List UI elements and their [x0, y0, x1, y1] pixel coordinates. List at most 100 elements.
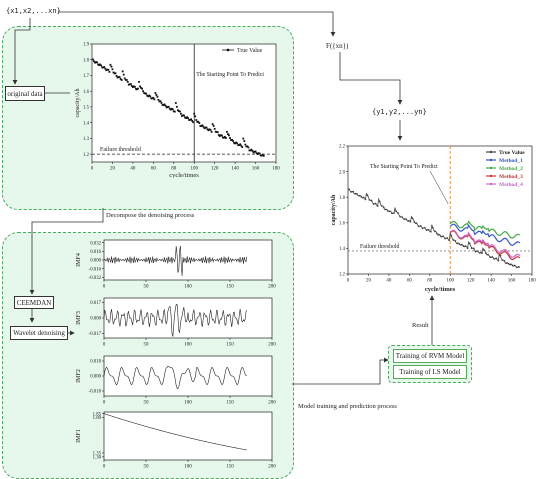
true-value-point	[405, 218, 408, 221]
true-value-point	[442, 235, 444, 238]
y-tick-label: 1.8	[339, 196, 346, 201]
data-point	[177, 110, 180, 113]
legend-marker	[489, 166, 493, 170]
data-point	[104, 67, 107, 70]
x-tick-label: 0	[347, 279, 350, 284]
data-point	[167, 105, 170, 108]
data-point	[111, 68, 114, 71]
true-value-point	[364, 198, 367, 201]
data-point	[151, 97, 154, 100]
y-tick-label: 1.4	[83, 121, 90, 126]
data-point	[227, 133, 229, 135]
true-value-point	[413, 221, 416, 224]
data-point	[112, 71, 115, 74]
x-tick-label: 0	[91, 167, 94, 172]
y-tick-label: 0.000	[90, 317, 101, 322]
data-point	[168, 107, 171, 110]
x-tick-label: 140	[487, 279, 495, 284]
legend-true-value: True Value	[237, 48, 263, 54]
true-value-point	[399, 215, 402, 218]
data-point	[231, 138, 233, 141]
true-value-point	[515, 266, 518, 269]
y-tick-label: 1.30	[93, 456, 102, 461]
true-value-point	[438, 233, 440, 236]
imf-line	[103, 245, 248, 276]
true-value-point	[372, 203, 375, 205]
data-point	[237, 144, 240, 147]
data-point	[214, 130, 217, 133]
data-point	[203, 127, 206, 130]
rvm-model-box: Training of RVM Model	[393, 349, 467, 363]
imf-axis-label: IMF1	[76, 429, 82, 443]
data-point	[126, 80, 129, 83]
true-value-point	[376, 205, 379, 207]
true-value-point	[452, 239, 455, 241]
x-tick-label: 200	[268, 343, 276, 348]
ls-model-box: Training of LS Model	[393, 365, 467, 379]
data-point	[226, 130, 228, 133]
data-point	[221, 136, 224, 139]
series-method-4	[449, 229, 521, 258]
true-value-point	[474, 250, 477, 253]
true-value-point	[386, 209, 389, 212]
true-value-point	[487, 253, 489, 256]
imf1-chart: 0 50 100 150 200 1.851.80 1.351.30 IMF1	[76, 411, 276, 470]
imf4-chart: 0 50 100 150 200 0.032 0.016 0.000 -0.016 -0.032 I…	[76, 239, 276, 290]
failure-threshold-label: Failure threshold	[100, 147, 141, 153]
data-point	[141, 87, 143, 90]
true-value-point	[366, 194, 369, 197]
x-tick-label: 100	[184, 285, 192, 290]
predict-start-annotation: The Starting Point To Predict	[196, 72, 264, 78]
data-point	[131, 86, 134, 89]
true-value-point	[407, 220, 410, 222]
data-point	[213, 127, 216, 130]
plot-frame	[347, 145, 533, 275]
data-point	[130, 85, 133, 87]
data-point	[246, 145, 249, 148]
y-tick-label: 1.4	[339, 247, 346, 252]
data-point	[145, 92, 148, 95]
data-point	[209, 128, 212, 131]
data-point	[205, 126, 208, 129]
f-function-label: F({xn})	[326, 42, 349, 50]
true-value-point	[374, 202, 377, 205]
data-point	[114, 72, 117, 75]
series-method-3	[449, 230, 521, 261]
x-tick-label: 40	[130, 167, 136, 172]
true-value-point	[350, 191, 352, 193]
data-point	[240, 144, 243, 147]
data-point	[116, 76, 119, 79]
data-point	[106, 68, 109, 71]
true-value-point	[493, 258, 496, 260]
y-tick-label: 1.8	[83, 58, 90, 63]
y-tick-label: 1.6	[83, 90, 90, 95]
data-point	[133, 85, 135, 88]
data-point	[113, 72, 116, 75]
data-point	[170, 107, 173, 110]
true-value-point	[458, 243, 461, 245]
true-value-point	[397, 212, 399, 214]
data-point	[117, 76, 120, 78]
data-point	[216, 131, 219, 134]
true-value-point	[389, 210, 391, 213]
data-point	[195, 119, 198, 121]
data-point	[239, 143, 242, 146]
x-tick-label: 20	[366, 279, 372, 284]
y-axis-label: capacity/Ah	[331, 194, 337, 225]
data-point	[212, 125, 215, 127]
y-tick-label: 0.000	[90, 375, 101, 380]
data-point	[223, 136, 226, 138]
data-point	[229, 137, 231, 139]
x-tick-label: 60	[407, 279, 413, 284]
x-tick-label: 60	[151, 167, 157, 172]
data-point	[120, 79, 123, 81]
data-point	[135, 87, 137, 90]
data-point	[108, 70, 111, 73]
data-point	[191, 119, 194, 122]
data-point	[211, 123, 214, 126]
true-value-point	[419, 224, 422, 227]
data-point	[260, 154, 263, 157]
true-value-point	[513, 264, 516, 267]
legend-marker	[226, 48, 230, 52]
